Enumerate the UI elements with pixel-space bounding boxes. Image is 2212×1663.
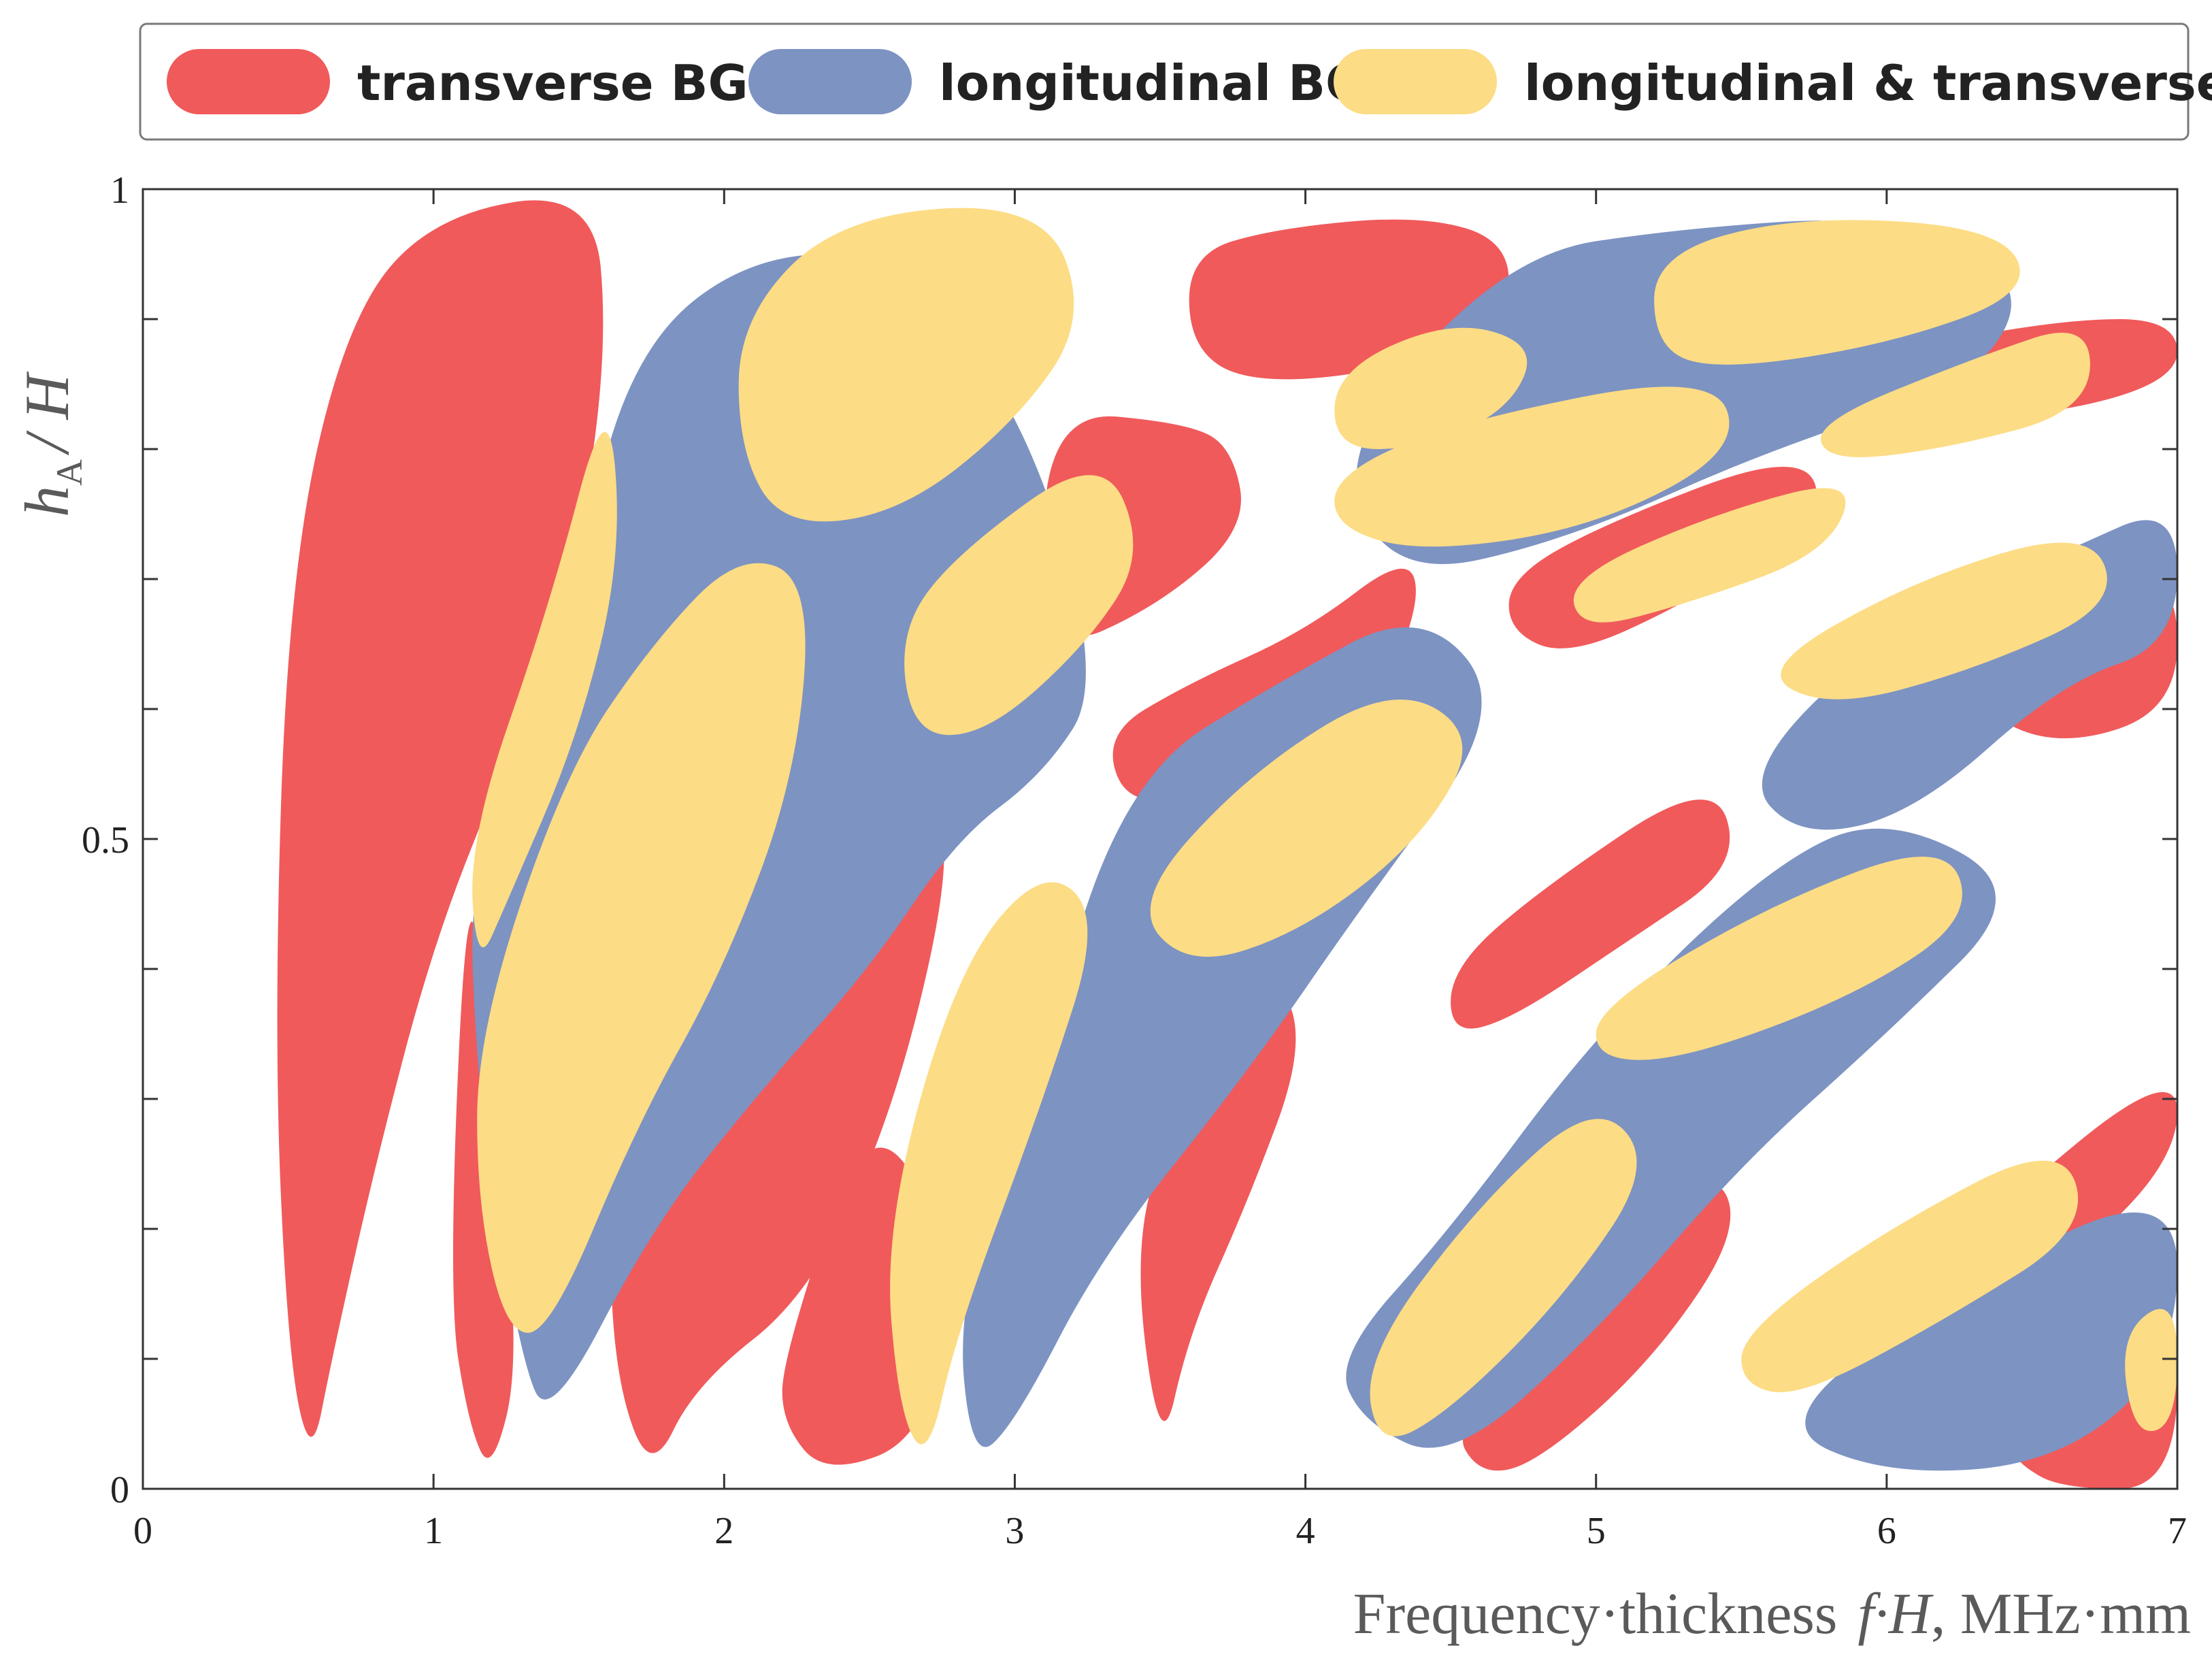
- region-both-30: [1573, 488, 1846, 623]
- legend-frame: [139, 22, 2190, 141]
- x-tick-label-5: 5: [1587, 1510, 1606, 1552]
- x-axis-label-text: Frequency·thickness: [1353, 1581, 1838, 1646]
- x-tick-label-4: 4: [1296, 1510, 1315, 1552]
- region-both-32: [1370, 1119, 1637, 1436]
- x-tick-label-7: 7: [2168, 1510, 2187, 1552]
- y-axis-label-subscript: A: [49, 459, 90, 486]
- y-axis-label: hA / H: [12, 371, 90, 517]
- axis-ticks: 0 1 2 3 4 5 6 7 0 0.5 1: [82, 169, 2187, 1552]
- y-tick-label-0.5: 0.5: [82, 819, 129, 861]
- region-both-31: [1820, 333, 2090, 457]
- region-transverse-8: [1451, 800, 1730, 1029]
- x-tick-label-0: 0: [133, 1510, 152, 1552]
- legend-swatch-both: [1334, 49, 1497, 114]
- x-tick-label-3: 3: [1005, 1510, 1024, 1552]
- region-both-26: [1150, 699, 1463, 957]
- region-both-28: [1334, 386, 1730, 547]
- region-both-27: [1334, 327, 1528, 449]
- legend-label-transverse: transverse BG: [357, 54, 748, 112]
- region-both-33: [1596, 857, 1962, 1060]
- region-longitudinal-20: [1805, 1212, 2177, 1471]
- region-both-23: [738, 208, 1074, 522]
- region-both-36: [2125, 1308, 2177, 1432]
- legend: transverse BG longitudinal BG longitudin…: [139, 22, 2212, 141]
- region-both-22: [477, 563, 806, 1333]
- region-transverse-0: [277, 200, 604, 1437]
- x-tick-label-1: 1: [424, 1510, 443, 1552]
- x-tick-label-2: 2: [714, 1510, 733, 1552]
- region-both-25: [890, 882, 1088, 1445]
- y-tick-label-0: 0: [110, 1469, 129, 1511]
- y-axis-label-denominator: / H: [12, 371, 82, 456]
- region-both-35: [1781, 542, 2107, 699]
- legend-swatch-transverse: [167, 49, 330, 114]
- legend-swatch-longitudinal: [748, 49, 912, 114]
- x-tick-label-6: 6: [1877, 1510, 1896, 1552]
- x-axis-label-unit: , MHz·mm: [1931, 1581, 2191, 1646]
- band-gap-regions: [277, 200, 2177, 1489]
- y-tick-label-1: 1: [110, 169, 129, 212]
- region-both-29: [1654, 220, 2020, 365]
- y-axis-label-h: h: [12, 486, 82, 517]
- region-both-21: [472, 431, 617, 948]
- region-transverse-7: [1140, 993, 1296, 1421]
- region-both-24: [904, 475, 1134, 736]
- x-axis-label-variable: f·H: [1858, 1581, 1933, 1646]
- region-transverse-12: [1462, 1185, 1731, 1471]
- legend-label-longitudinal: longitudinal BG: [939, 54, 1366, 112]
- region-both-34: [1741, 1160, 2079, 1393]
- x-axis-label: Frequency·thickness f·H, MHz·mm: [1353, 1581, 2191, 1646]
- legend-label-both: longitudinal & transverse BG: [1524, 54, 2212, 112]
